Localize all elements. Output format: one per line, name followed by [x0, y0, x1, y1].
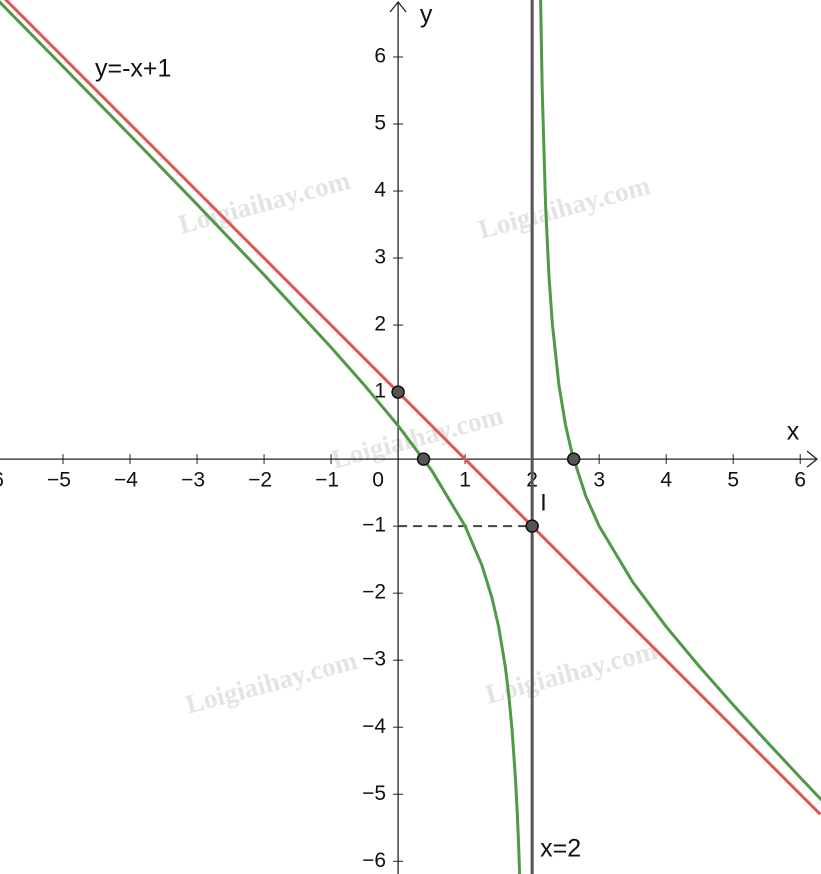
x-tick-label: 5	[727, 469, 739, 492]
x-axis-label: x	[787, 418, 800, 446]
x-tick-label: −4	[114, 469, 138, 492]
y-tick-label: −2	[362, 581, 386, 604]
x-axis-arrow	[806, 450, 819, 468]
x-tick-label: −3	[181, 469, 205, 492]
y-tick-label: 3	[374, 246, 386, 269]
curve	[0, 0, 522, 874]
y-tick-label: 5	[374, 112, 386, 135]
y-tick-label: 2	[374, 313, 386, 336]
x-tick-label: −5	[47, 469, 71, 492]
y-tick-label: −6	[362, 849, 386, 872]
x-tick-label: 4	[660, 469, 672, 492]
y-axis-arrow	[389, 0, 407, 13]
point	[566, 452, 581, 466]
x-tick-label: 0	[372, 469, 384, 492]
y-tick-label: −4	[362, 715, 386, 738]
x-tick-label: 1	[459, 469, 471, 492]
y-axis-label: y	[420, 1, 433, 29]
x-tick-label: 3	[593, 469, 605, 492]
x-tick-label: 6	[794, 469, 806, 492]
y-tick-label: 6	[374, 45, 386, 68]
watermark: Loigiaihay.com	[182, 645, 361, 720]
y-tick-label: −1	[362, 514, 386, 537]
y-tick-label: −3	[362, 648, 386, 671]
asymptote-label: x=2	[540, 835, 581, 863]
point	[525, 519, 539, 533]
y-tick-label: 4	[374, 179, 386, 202]
line-label: y=-x+1	[95, 55, 171, 83]
x-tick-label: −2	[248, 469, 272, 492]
x-tick-label: −6	[0, 469, 4, 492]
point-label: I	[540, 489, 547, 516]
curve	[3, 0, 821, 816]
watermark: Loigiaihay.com	[475, 170, 654, 245]
y-tick-label: −5	[362, 782, 386, 805]
point	[416, 452, 431, 466]
point	[391, 385, 405, 399]
x-tick-label: −1	[315, 469, 339, 492]
watermark: Loigiaihay.com	[175, 165, 354, 240]
curve	[539, 0, 821, 802]
y-tick-label: 1	[374, 380, 386, 403]
